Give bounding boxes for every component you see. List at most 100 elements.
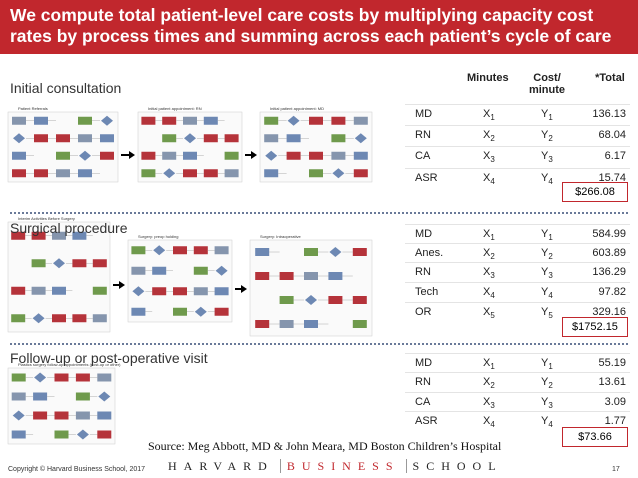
- step: [162, 151, 177, 160]
- var: Y: [541, 286, 549, 298]
- step: [183, 116, 197, 125]
- copyright: Copyright © Harvard Business School, 201…: [8, 466, 146, 473]
- step: [11, 231, 26, 240]
- decision: [13, 133, 25, 144]
- step: [11, 392, 26, 401]
- cost-rate: Y3: [541, 396, 553, 410]
- step: [286, 151, 301, 160]
- arrow-head: [251, 151, 257, 159]
- cost-rate: Y3: [541, 150, 553, 164]
- step: [92, 259, 107, 268]
- row-line: [405, 282, 630, 283]
- step: [52, 286, 66, 295]
- step: [328, 296, 343, 304]
- var: Y: [541, 172, 549, 184]
- step: [11, 286, 26, 295]
- row-line: [405, 353, 630, 354]
- decision: [153, 245, 166, 256]
- step: [75, 392, 90, 401]
- decision: [287, 115, 300, 126]
- row-line: [405, 104, 630, 105]
- step: [54, 411, 69, 420]
- minutes: X4: [483, 286, 495, 300]
- step: [56, 169, 70, 178]
- step: [193, 246, 208, 255]
- var: Y: [541, 150, 549, 162]
- step: [131, 266, 146, 275]
- step: [56, 151, 70, 160]
- step: [224, 169, 239, 178]
- role: CA: [415, 396, 431, 408]
- step: [279, 320, 294, 328]
- school-word: HARVARD: [168, 459, 274, 473]
- var: X: [483, 357, 491, 369]
- role: RN: [415, 376, 431, 388]
- cost-rate: Y4: [541, 415, 553, 429]
- arrow-head: [129, 151, 135, 159]
- step: [31, 259, 46, 268]
- total: 329.16: [592, 306, 626, 318]
- step: [255, 272, 270, 280]
- total: 603.89: [592, 247, 626, 259]
- diagram-caption: Initial patient appointment: MD: [270, 106, 324, 111]
- step: [52, 314, 66, 323]
- step: [352, 248, 367, 256]
- diagram-caption: Surgery: preop holding: [138, 234, 178, 239]
- decision: [194, 306, 207, 317]
- diagram-caption: Patient Referrals: [18, 106, 48, 111]
- subscript: 2: [548, 134, 553, 144]
- var: Y: [541, 108, 549, 120]
- step: [224, 151, 239, 160]
- step: [353, 169, 368, 178]
- role: Tech: [415, 286, 439, 298]
- step: [11, 314, 26, 323]
- role: RN: [415, 266, 431, 278]
- step: [183, 169, 197, 178]
- step: [214, 246, 229, 255]
- subscript: 3: [548, 401, 553, 411]
- arrow-head: [241, 285, 247, 293]
- step: [264, 116, 279, 125]
- var: X: [483, 228, 491, 240]
- step: [100, 151, 114, 160]
- role: MD: [415, 357, 433, 369]
- step: [264, 169, 279, 178]
- minutes: X4: [483, 415, 495, 429]
- total: 68.04: [598, 129, 626, 141]
- var: X: [483, 396, 491, 408]
- subscript: 3: [490, 271, 495, 281]
- var: Y: [541, 247, 549, 259]
- diagram-caption: Initial patient appointment: RN: [148, 106, 202, 111]
- var: X: [483, 150, 491, 162]
- decision: [32, 313, 45, 324]
- col-header: *Total: [595, 72, 625, 84]
- step: [141, 151, 156, 160]
- decision: [98, 391, 111, 402]
- step: [203, 169, 218, 178]
- minutes: X3: [483, 150, 495, 164]
- col-header: Cost/ minute: [528, 72, 566, 96]
- step: [214, 307, 229, 316]
- var: X: [483, 286, 491, 298]
- row-line: [405, 392, 630, 393]
- role: CA: [415, 150, 431, 162]
- cost-rate: Y1: [541, 357, 553, 371]
- step: [54, 373, 69, 382]
- subscript: 2: [490, 252, 495, 262]
- subscript: 4: [490, 177, 495, 187]
- var: Y: [541, 376, 549, 388]
- step: [162, 116, 177, 125]
- section-label: Initial consultation: [10, 80, 122, 96]
- role: ASR: [415, 172, 438, 184]
- section-label: Surgical procedure: [10, 220, 128, 236]
- decision: [305, 295, 317, 305]
- step: [97, 430, 112, 439]
- var: Y: [541, 396, 549, 408]
- decision: [354, 133, 367, 144]
- step: [279, 296, 294, 304]
- subscript: 1: [490, 362, 495, 372]
- decision: [79, 150, 91, 161]
- step: [352, 296, 367, 304]
- step: [183, 151, 197, 160]
- subscript: 1: [490, 233, 495, 243]
